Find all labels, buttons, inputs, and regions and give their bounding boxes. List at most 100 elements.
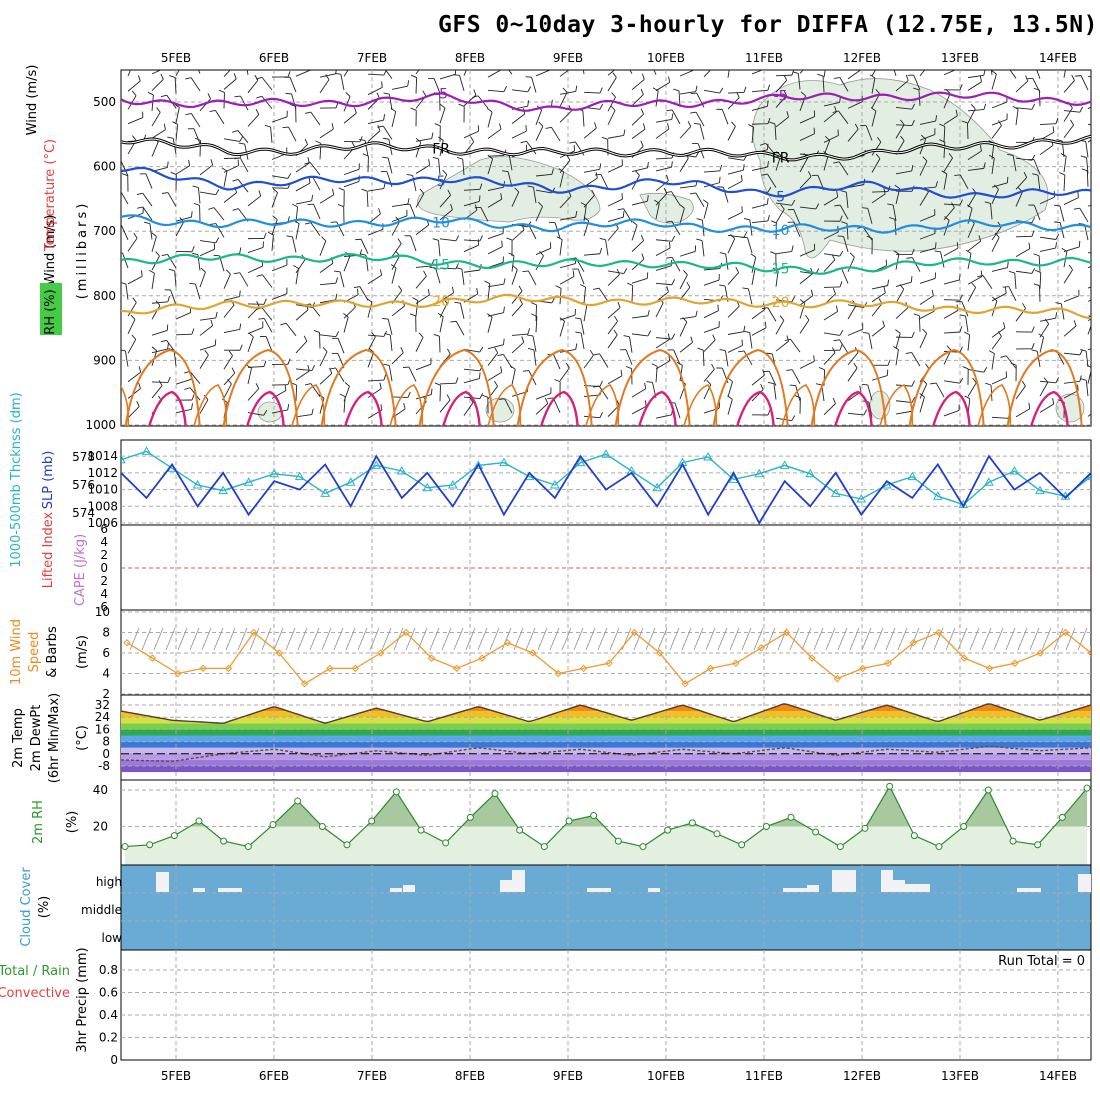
wind-tick: 2 xyxy=(102,687,110,701)
barb-shaft xyxy=(838,161,849,176)
barb-flag xyxy=(264,124,271,128)
barb-shaft xyxy=(871,141,882,156)
barb-flag xyxy=(160,73,164,80)
barb-shaft xyxy=(751,166,768,171)
barb-flag xyxy=(215,311,218,318)
barb-flag xyxy=(161,254,168,256)
barb-shaft xyxy=(625,349,633,365)
date-label-top: 9FEB xyxy=(553,51,583,65)
barb-flag xyxy=(191,328,195,335)
thickness-point xyxy=(779,460,790,469)
barb-flag xyxy=(496,62,502,64)
barb-shaft xyxy=(631,315,648,319)
wind10m-barb xyxy=(717,627,728,651)
barb-flag xyxy=(502,170,509,172)
barb-shaft xyxy=(145,173,153,189)
barb-shaft xyxy=(911,257,921,272)
barb-shaft xyxy=(535,173,552,177)
barb-shaft xyxy=(943,93,951,109)
barb-shaft xyxy=(367,228,384,236)
barb-flag xyxy=(839,344,843,351)
barb-shaft xyxy=(991,416,1008,419)
barb-flag xyxy=(325,74,330,80)
temp-band xyxy=(121,741,1091,748)
isotherm-label: 15 xyxy=(432,257,450,273)
thickness-point xyxy=(754,468,765,478)
barb-flag xyxy=(895,329,901,334)
wind10m-point xyxy=(427,654,436,662)
barb-shaft xyxy=(487,317,493,333)
barb-flag xyxy=(791,245,794,252)
barb-flag xyxy=(167,161,169,168)
barb-flag xyxy=(575,85,578,92)
barb-shaft xyxy=(310,111,321,126)
barb-shaft xyxy=(799,249,815,257)
thickness-tick: 574 xyxy=(72,506,95,520)
barb-shaft xyxy=(271,409,288,414)
barb-flag xyxy=(156,107,161,113)
barb-flag xyxy=(185,113,192,116)
barb-shaft xyxy=(727,169,744,175)
barb-shaft xyxy=(751,203,768,209)
barb-flag xyxy=(406,174,413,176)
barb-flag xyxy=(786,111,789,118)
contour-magenta xyxy=(539,390,579,426)
thickness-point xyxy=(218,485,228,495)
barb-shaft xyxy=(175,333,193,336)
barb-flag xyxy=(727,377,733,382)
label-dewpt2m: 2m DewPt xyxy=(29,705,44,772)
wind10m-barb xyxy=(741,627,752,651)
barb-shaft xyxy=(655,291,669,303)
barb-shaft xyxy=(1036,70,1041,79)
barb-shaft xyxy=(583,253,600,256)
barb-flag xyxy=(766,352,773,355)
barb-shaft xyxy=(532,335,537,352)
barb-shaft xyxy=(967,382,977,397)
barb-shaft xyxy=(288,126,297,142)
label-wind-speed: Speed xyxy=(27,632,42,673)
barb-flag xyxy=(379,382,382,389)
barb-flag xyxy=(486,313,493,318)
isotherm-label: 10 xyxy=(432,216,450,232)
barb-shaft xyxy=(1008,286,1017,302)
barb-shaft xyxy=(559,348,576,353)
barb-flag xyxy=(900,135,905,141)
barb-flag xyxy=(1052,398,1055,405)
barb-flag xyxy=(431,132,434,139)
barb-flag xyxy=(646,381,653,383)
barb-shaft xyxy=(366,190,369,208)
barb-shaft xyxy=(847,128,859,142)
barb-shaft xyxy=(295,340,308,354)
barb-shaft xyxy=(127,80,141,92)
barb-shaft xyxy=(865,125,873,141)
barb-flag xyxy=(383,374,387,381)
barb-flag xyxy=(810,289,814,296)
barb-shaft xyxy=(487,344,504,350)
barb-flag xyxy=(984,57,990,58)
barb-shaft xyxy=(439,194,451,208)
li-tick: 4 xyxy=(100,535,108,549)
barb-shaft xyxy=(775,340,789,352)
barb-shaft xyxy=(655,247,671,256)
barb-shaft xyxy=(607,77,617,92)
barb-shaft xyxy=(122,252,129,269)
barb-flag xyxy=(538,201,543,207)
barb-shaft xyxy=(415,294,430,305)
barb-flag xyxy=(494,380,498,387)
wind10m-barb xyxy=(765,627,776,651)
barb-flag xyxy=(647,195,649,202)
barb-flag xyxy=(501,63,502,69)
barb-flag xyxy=(1031,230,1035,237)
barb-shaft xyxy=(463,402,474,416)
barb-flag xyxy=(599,87,603,94)
barb-flag xyxy=(121,282,126,285)
barb-flag xyxy=(225,269,231,275)
barb-shaft xyxy=(173,350,177,367)
barb-flag xyxy=(767,214,770,222)
barb-flag xyxy=(784,338,791,342)
barb-shaft xyxy=(271,175,288,179)
barb-flag xyxy=(837,235,844,237)
wind10m-barb xyxy=(609,627,620,651)
